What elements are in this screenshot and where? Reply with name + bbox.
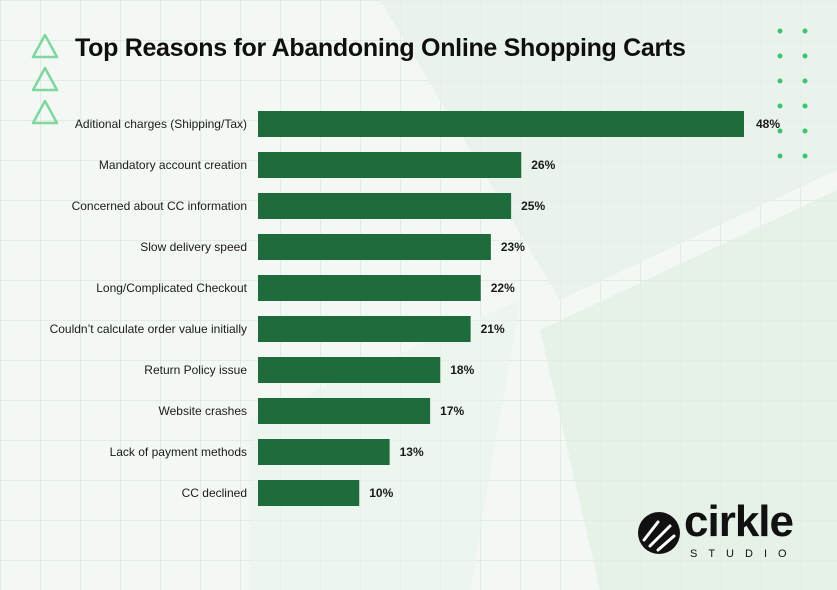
category-label: Couldn’t calculate order value initially [50, 322, 247, 336]
value-label: 22% [491, 281, 515, 295]
bar [258, 357, 441, 383]
cirkle-logo-icon [638, 512, 680, 554]
category-label: Website crashes [159, 404, 247, 418]
bar [258, 275, 481, 301]
bar [258, 439, 390, 465]
bar [258, 398, 431, 424]
category-label: Return Policy issue [144, 363, 247, 377]
logo-subtitle: STUDIO [690, 548, 798, 560]
category-label: Concerned about CC information [72, 199, 247, 213]
value-label: 23% [501, 240, 525, 254]
value-label: 17% [440, 404, 464, 418]
logo-wordmark: cirkle [684, 497, 794, 546]
bar [258, 111, 744, 137]
triangle-icon [31, 66, 59, 92]
triangle-icon [31, 99, 59, 125]
value-label: 13% [400, 445, 424, 459]
category-label: Lack of payment methods [110, 445, 247, 459]
value-label: 10% [369, 486, 393, 500]
bar [258, 152, 522, 178]
chart-title: Top Reasons for Abandoning Online Shoppi… [75, 34, 686, 62]
category-label: Slow delivery speed [140, 240, 247, 254]
value-label: 21% [481, 322, 505, 336]
category-label: Long/Complicated Checkout [96, 281, 247, 295]
bar [258, 316, 471, 342]
category-label: Mandatory account creation [99, 158, 247, 172]
value-label: 25% [521, 199, 545, 213]
triangle-icon [31, 33, 59, 59]
bar [258, 480, 360, 506]
category-label: Aditional charges (Shipping/Tax) [75, 117, 247, 131]
bar [258, 193, 512, 219]
value-label: 48% [756, 117, 780, 131]
dot-grid-decoration [777, 28, 808, 159]
value-label: 18% [450, 363, 474, 377]
value-label: 26% [531, 158, 555, 172]
category-label: CC declined [182, 486, 247, 500]
bar [258, 234, 491, 260]
